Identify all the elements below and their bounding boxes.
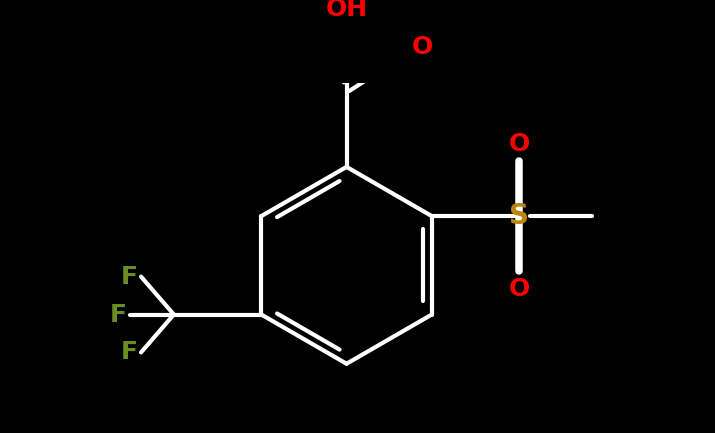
Text: F: F — [120, 340, 137, 365]
Text: S: S — [509, 202, 529, 230]
Text: O: O — [508, 277, 530, 301]
Text: O: O — [508, 132, 530, 155]
Text: OH: OH — [325, 0, 368, 21]
Text: F: F — [109, 303, 127, 326]
Text: O: O — [412, 35, 433, 58]
Text: F: F — [120, 265, 137, 289]
